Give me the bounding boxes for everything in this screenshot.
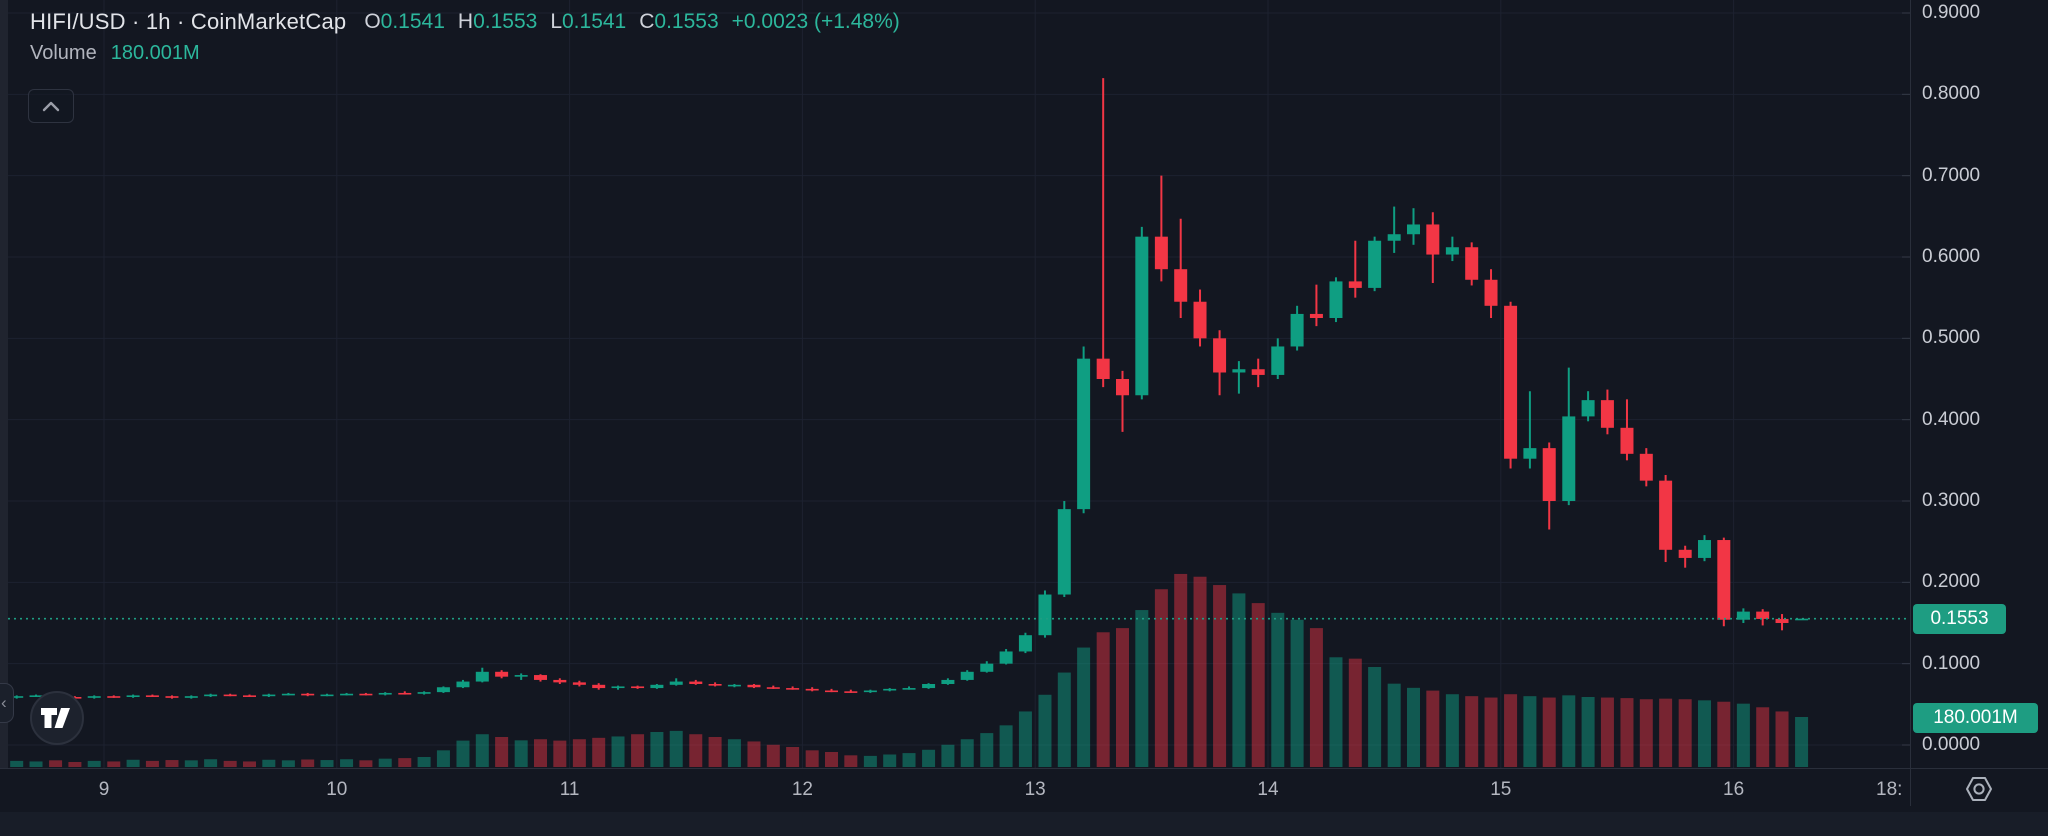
volume-legend[interactable]: Volume 180.001M — [30, 41, 200, 65]
price-axis-label: 0.9000 — [1922, 2, 1981, 23]
price-change: +0.0023 (+1.48%) — [731, 10, 900, 33]
collapse-legend-button[interactable] — [28, 89, 74, 123]
time-axis-edge-label: 18: — [1876, 779, 1903, 800]
close-value: C0.1553 — [639, 10, 719, 33]
chart-legend[interactable]: HIFI/USD · 1h · CoinMarketCap O0.1541 H0… — [30, 8, 900, 36]
time-axis-label: 13 — [1024, 779, 1046, 800]
price-axis-label: 0.4000 — [1922, 408, 1981, 430]
time-axis-label: 15 — [1490, 779, 1512, 800]
price-axis-label: 0.5000 — [1922, 327, 1981, 349]
time-axis-label: 10 — [326, 779, 348, 800]
price-axis-label: 0.0000 — [1922, 733, 1981, 755]
settings-icon[interactable] — [1960, 772, 1998, 806]
tradingview-logo[interactable] — [30, 691, 84, 745]
price-axis-label: 0.7000 — [1922, 164, 1981, 186]
time-axis-label: 16 — [1723, 779, 1745, 800]
last-volume-badge: 180.001M — [1913, 703, 2038, 733]
hexagon-settings-icon — [1966, 777, 1992, 801]
time-axis-label: 14 — [1257, 779, 1279, 800]
price-axis-label: 0.2000 — [1922, 571, 1981, 593]
time-axis-label: 11 — [559, 779, 580, 800]
price-axis-label: 0.3000 — [1922, 489, 1981, 511]
price-axis-label: 0.6000 — [1922, 245, 1981, 267]
bottom-spacer — [0, 812, 2048, 836]
price-axis-label: 0.8000 — [1922, 83, 1981, 105]
symbol-title[interactable]: HIFI/USD · 1h · CoinMarketCap — [30, 9, 347, 34]
high-value: H0.1553 — [457, 10, 538, 33]
left-panel-edge — [0, 0, 8, 768]
last-price-badge: 0.1553 — [1913, 604, 2006, 634]
tradingview-icon — [41, 708, 70, 728]
open-left-panel-button[interactable]: ‹ — [0, 683, 14, 723]
chevron-up-icon — [42, 101, 60, 112]
time-axis-label: 12 — [791, 779, 813, 800]
volume-value: 180.001M — [110, 41, 200, 64]
volume-label: Volume — [30, 41, 97, 64]
time-axis-label: 9 — [98, 779, 110, 800]
low-value: L0.1541 — [550, 10, 627, 33]
chevron-left-icon: ‹ — [1, 693, 7, 712]
open-value: O0.1541 — [364, 10, 445, 33]
price-axis-label: 0.1000 — [1922, 652, 1981, 674]
